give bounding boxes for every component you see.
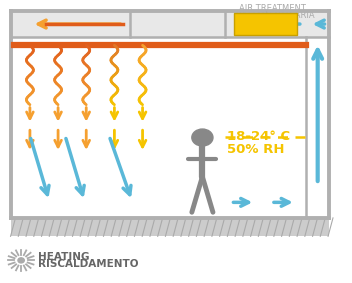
Circle shape <box>18 258 24 263</box>
Text: 50% RH: 50% RH <box>227 143 284 156</box>
Text: RISCALDAMENTO: RISCALDAMENTO <box>38 259 139 269</box>
Bar <box>11 11 329 37</box>
Bar <box>234 13 297 35</box>
Text: TRATTAMENTO ARIA: TRATTAMENTO ARIA <box>231 11 315 20</box>
Text: 18-24° C: 18-24° C <box>227 130 290 143</box>
Circle shape <box>192 129 213 146</box>
Text: AIR TREATMENT: AIR TREATMENT <box>239 4 306 13</box>
Bar <box>11 218 329 236</box>
Text: HEATING: HEATING <box>38 252 89 262</box>
